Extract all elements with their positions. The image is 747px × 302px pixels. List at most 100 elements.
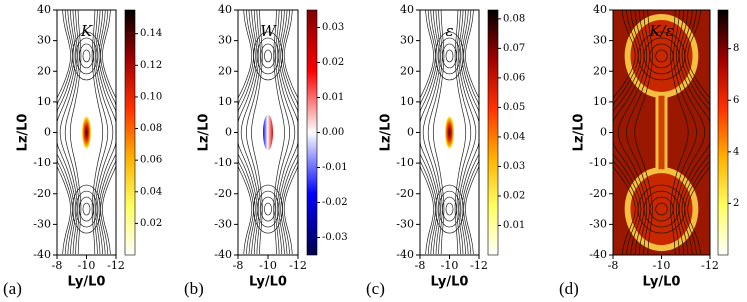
contour-line [102, 10, 116, 255]
contour-line [617, 10, 648, 255]
y-tick-label: 30 [37, 34, 51, 47]
contour-loop [75, 37, 98, 75]
contour-line [675, 10, 706, 255]
contour-line [57, 10, 73, 255]
y-tick-label: -30 [396, 217, 414, 230]
colorbar-tick-label: 0.14 [140, 28, 162, 39]
y-tick-label: -30 [214, 217, 232, 230]
contour-line [681, 10, 710, 255]
y-tick-label: 30 [218, 34, 232, 47]
colorbar-tick-label: 0.12 [140, 60, 162, 71]
contour-loop [253, 184, 283, 234]
panel: -8 -10 -12 -40 -30 -20 -10 0 10 20 30 40 Ly/L0 Lz/L0 K… [3, 3, 162, 298]
colorbar-tick-label: 4 [733, 146, 739, 157]
panel: -8 -10 -12 -40 -30 -20 -10 0 10 20 30 40 Ly/L0 Lz/L0 K… [559, 3, 739, 298]
colorbar [306, 9, 318, 256]
colorbar-tick-label: -0.02 [322, 197, 348, 208]
contour-line [461, 10, 479, 255]
contour-line [613, 10, 639, 255]
contour-loop [253, 31, 283, 81]
colorbar-tick-label: 0.02 [322, 57, 344, 68]
annotation: ε [445, 22, 453, 40]
colorbar-tick-label: 0.03 [503, 161, 525, 172]
colorbar-tick-label: 2 [733, 198, 739, 209]
panel-label: (d) [559, 279, 579, 298]
contour-loop [434, 31, 465, 81]
y-tick-label: 0 [225, 126, 232, 139]
contour-loop [649, 196, 674, 222]
contour-line [687, 10, 710, 255]
x-tick-label: -10 [78, 259, 96, 272]
colorbar-tick-label: -0.01 [322, 162, 348, 173]
contour-line [278, 10, 298, 255]
colorbar-tick-label: -0.03 [322, 232, 348, 243]
y-tick-label: 40 [218, 3, 232, 16]
y-tick-label: -20 [214, 187, 232, 200]
y-tick-label: -30 [33, 217, 51, 230]
panel-label: (a) [3, 279, 22, 298]
contour-line [238, 10, 258, 255]
y-tick-label: -20 [33, 187, 51, 200]
y-axis-label: Lz/L0 [16, 114, 31, 152]
x-axis-label: Ly/L0 [249, 275, 287, 290]
contour-line [246, 10, 261, 255]
contour-loop [445, 202, 454, 216]
contour-line [282, 10, 298, 255]
colorbar [124, 9, 136, 256]
colorbar-tick-label: 0.04 [140, 186, 162, 197]
y-axis-label: Lz/L0 [197, 114, 212, 152]
contour-line [634, 10, 653, 255]
contour-line [427, 10, 443, 255]
x-tick-label: -12 [107, 259, 125, 272]
contour-loop [82, 202, 91, 216]
colorbar-tick-label: 0.02 [503, 190, 525, 201]
y-tick-label: 20 [218, 64, 232, 77]
contour-loop [260, 196, 276, 222]
panel-label: (b) [184, 279, 204, 298]
contour-line [238, 10, 253, 255]
y-tick-label: -30 [589, 217, 607, 230]
contour-loop [256, 190, 280, 228]
y-tick-label: 10 [400, 95, 414, 108]
contour-line [280, 10, 298, 255]
contour-loop [438, 190, 461, 228]
contour-line [420, 10, 438, 255]
y-tick-label: 40 [400, 3, 414, 16]
x-axis-label: Ly/L0 [643, 275, 681, 290]
annotation: W [260, 22, 277, 40]
contour-line [463, 10, 479, 255]
y-tick-label: 30 [593, 34, 607, 47]
panel-label: (c) [366, 279, 385, 298]
annotation: K/ε [648, 22, 673, 40]
y-axis-label: Lz/L0 [379, 114, 394, 152]
contour-loop [643, 37, 680, 75]
y-axis-label: Lz/L0 [572, 114, 587, 152]
y-tick-label: 10 [593, 95, 607, 108]
contour-line [678, 10, 710, 255]
y-tick-label: -40 [396, 248, 414, 261]
colorbar-tick-label: 0.08 [503, 13, 525, 24]
contour-line [459, 10, 479, 255]
contour-line [100, 10, 116, 255]
colorbar-tick-label: 8 [733, 43, 739, 54]
contour-line [613, 10, 642, 255]
plot-area [57, 10, 116, 255]
y-tick-label: 20 [37, 64, 51, 77]
contour-line [276, 10, 296, 255]
contour-loop [445, 49, 454, 63]
plot-area [420, 10, 479, 255]
colorbar-tick-label: 6 [733, 95, 739, 106]
colorbar-tick-label: 0.07 [503, 43, 525, 54]
contour-line [420, 10, 440, 255]
contour-loop [442, 196, 457, 222]
contour-loop [655, 202, 668, 216]
panel: -8 -10 -12 -40 -30 -20 -10 0 10 20 30 40 Ly/L0 Lz/L0 W… [184, 3, 348, 298]
contour-loop [643, 190, 680, 228]
colorbar-tick-label: 0.00 [322, 127, 344, 138]
y-tick-label: -10 [589, 156, 607, 169]
contour-line [69, 10, 82, 255]
field-hotspot [444, 114, 455, 151]
contour-line [96, 10, 116, 255]
